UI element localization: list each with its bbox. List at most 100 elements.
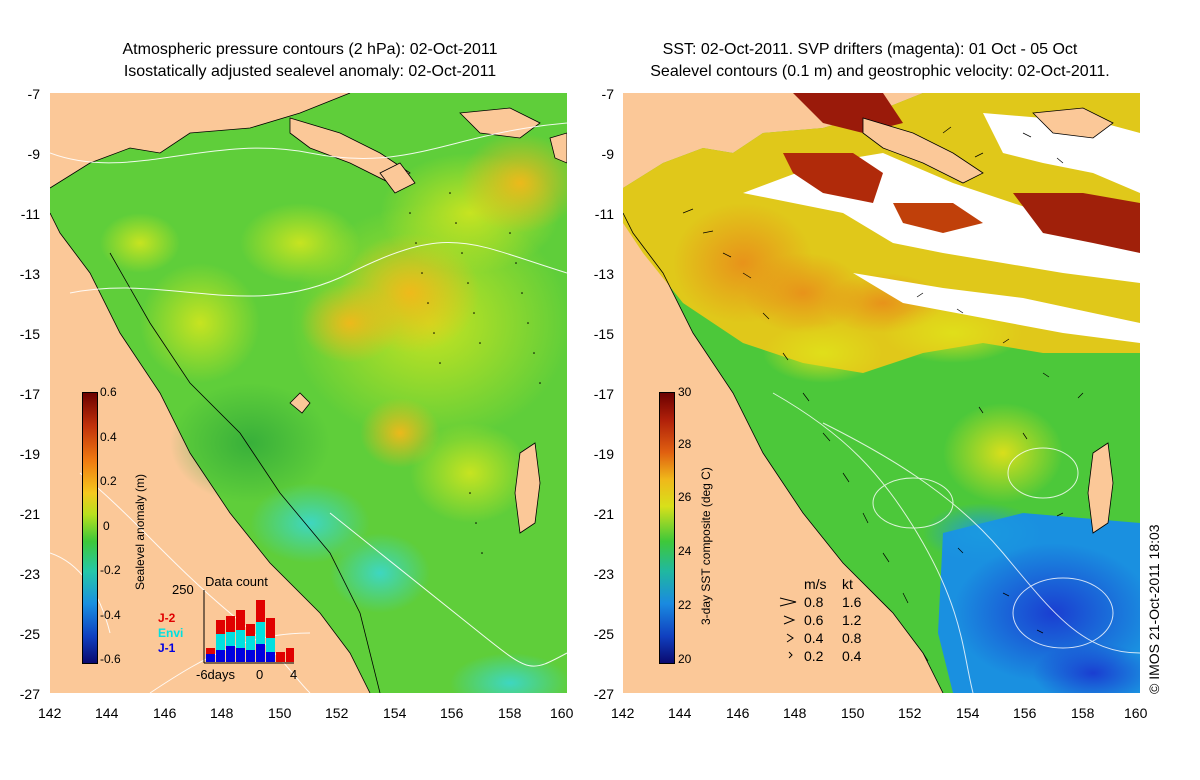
data-count-bar-envi xyxy=(236,630,245,648)
data-count-bars xyxy=(203,590,294,664)
data-count-bar-j1 xyxy=(246,650,255,662)
right-lon-label: 160 xyxy=(1124,705,1148,721)
data-count-ymax: 250 xyxy=(172,582,194,597)
velocity-legend-ms: 0.6 xyxy=(804,612,824,628)
left-colorbar-tick: -0.2 xyxy=(100,563,121,577)
data-count-bar-j2 xyxy=(226,616,235,632)
right-lat-label: -7 xyxy=(601,86,614,102)
left-lon-label: 146 xyxy=(153,705,177,721)
data-count-bar-j2 xyxy=(286,648,294,662)
data-count-bar-j1 xyxy=(206,654,215,662)
data-count-bar-j1 xyxy=(226,646,235,662)
right-lat-label: -23 xyxy=(593,566,614,582)
data-count-bar-envi xyxy=(246,636,255,650)
right-map-cloud-mask xyxy=(983,113,1140,193)
right-map-sst-warm-north xyxy=(1013,193,1140,253)
right-title-line2: Sealevel contours (0.1 m) and geostrophi… xyxy=(650,63,1110,80)
data-count-title: Data count xyxy=(205,574,268,589)
data-count-bar-j2 xyxy=(246,624,255,636)
right-lat-label: -17 xyxy=(593,386,614,402)
left-colorbar-tick: -0.6 xyxy=(100,652,121,666)
right-lon-label: 158 xyxy=(1071,705,1095,721)
right-lat-label: -11 xyxy=(594,206,614,222)
left-lat-label: -19 xyxy=(19,446,40,462)
left-lon-label: 156 xyxy=(440,705,464,721)
data-count-bar-j2 xyxy=(236,610,245,630)
copyright-stamp: © IMOS 21-Oct-2011 18:03 xyxy=(1146,524,1162,694)
left-colorbar-tick: 0 xyxy=(103,519,110,533)
right-lon-label: 142 xyxy=(611,705,635,721)
left-colorbar-tick: 0.6 xyxy=(100,385,117,399)
left-lat-label: -15 xyxy=(19,326,40,342)
right-colorbar-tick: 22 xyxy=(678,598,692,612)
data-count-label-envi: Envi xyxy=(158,626,184,640)
left-lat-label: -11 xyxy=(20,206,40,222)
velocity-legend-ms: 0.2 xyxy=(804,648,824,664)
data-count-bar-j1 xyxy=(256,644,265,662)
left-lon-label: 158 xyxy=(498,705,522,721)
velocity-legend-arrows xyxy=(779,597,797,659)
right-map-sst-warm-north xyxy=(893,203,983,233)
right-map-cloud-mask xyxy=(853,273,1140,343)
right-lon-label: 156 xyxy=(1013,705,1037,721)
right-colorbar-tick: 24 xyxy=(678,544,692,558)
data-count-xlabel-start: -6days xyxy=(196,667,236,682)
left-colorbar-tick: 0.4 xyxy=(100,430,117,444)
velocity-legend-header-ms: m/s xyxy=(804,576,827,592)
data-count-bar-envi xyxy=(256,622,265,644)
right-lat-label: -13 xyxy=(593,266,614,282)
right-lat-label: -21 xyxy=(593,506,614,522)
right-colorbar-tick: 30 xyxy=(678,385,692,399)
right-lon-label: 144 xyxy=(668,705,692,721)
data-count-bar-envi xyxy=(266,638,275,652)
right-lat-label: -19 xyxy=(593,446,614,462)
left-lon-label: 148 xyxy=(210,705,234,721)
data-count-bar-envi xyxy=(216,634,225,650)
left-lon-label: 150 xyxy=(268,705,292,721)
right-lat-label: -15 xyxy=(593,326,614,342)
right-title-line1: SST: 02-Oct-2011. SVP drifters (magenta)… xyxy=(662,41,1078,58)
left-colorbar-tick: 0.2 xyxy=(100,474,117,488)
right-map-sst-warm-north xyxy=(783,153,883,203)
data-count-bar-j2 xyxy=(256,600,265,622)
left-lat-label: -13 xyxy=(19,266,40,282)
data-count-bar-j1 xyxy=(216,650,225,662)
data-count-bar-j2 xyxy=(216,620,225,634)
right-map-velocity-arrows xyxy=(682,126,1084,662)
data-count-xlabel-end: 4 xyxy=(290,667,298,682)
right-lon-label: 152 xyxy=(898,705,922,721)
left-lon-label: 144 xyxy=(95,705,119,721)
data-count-label-j2: J-2 xyxy=(158,611,176,625)
left-lat-label: -21 xyxy=(19,506,40,522)
left-title-line1: Atmospheric pressure contours (2 hPa): 0… xyxy=(122,41,498,58)
left-colorbar xyxy=(82,392,98,664)
right-lon-label: 146 xyxy=(726,705,750,721)
right-lat-label: -27 xyxy=(593,686,614,702)
right-lon-label: 154 xyxy=(956,705,980,721)
velocity-legend-header-kt: kt xyxy=(842,576,853,592)
right-colorbar-tick: 26 xyxy=(678,490,692,504)
right-lat-label: -25 xyxy=(593,626,614,642)
right-lon-label: 150 xyxy=(841,705,865,721)
left-lat-label: -9 xyxy=(27,146,40,162)
left-lat-label: -7 xyxy=(27,86,40,102)
velocity-legend-kt: 0.4 xyxy=(842,648,862,664)
left-lat-label: -23 xyxy=(19,566,40,582)
left-lat-label: -25 xyxy=(19,626,40,642)
right-colorbar-tick: 28 xyxy=(678,437,692,451)
velocity-legend-kt: 0.8 xyxy=(842,630,862,646)
velocity-legend-kt: 1.6 xyxy=(842,594,862,610)
left-lat-label: -27 xyxy=(19,686,40,702)
data-count-bar-j2 xyxy=(276,652,285,662)
left-colorbar-label: Sealevel anomaly (m) xyxy=(133,473,147,590)
left-lon-label: 142 xyxy=(38,705,62,721)
data-count-bar-envi xyxy=(226,632,235,646)
right-colorbar-tick: 20 xyxy=(678,652,692,666)
data-count-xlabel-zero: 0 xyxy=(256,667,264,682)
velocity-legend-ms: 0.4 xyxy=(804,630,824,646)
right-colorbar-label: 3-day SST composite (deg C) xyxy=(699,467,713,625)
left-lon-label: 160 xyxy=(550,705,574,721)
velocity-legend-kt: 1.2 xyxy=(842,612,862,628)
data-count-bar-j2 xyxy=(266,618,275,638)
data-count-bar-j2 xyxy=(206,648,215,654)
